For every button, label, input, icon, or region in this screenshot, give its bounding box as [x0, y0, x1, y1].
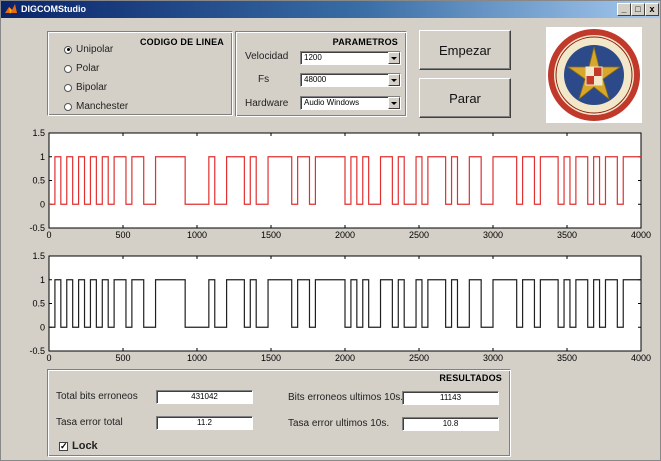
tasa-10s-label: Tasa error ultimos 10s. — [288, 418, 390, 429]
x-tick-label: 2500 — [409, 230, 429, 240]
x-tick-label: 3500 — [557, 230, 577, 240]
fs-label: Fs — [258, 74, 270, 85]
y-tick-label: 0.5 — [32, 299, 45, 309]
x-tick-label: 2500 — [409, 353, 429, 363]
radio-bipolar[interactable]: Bipolar — [64, 82, 107, 93]
radio-unipolar[interactable]: Unipolar — [64, 44, 113, 55]
x-tick-label: 1000 — [187, 230, 207, 240]
parameters-panel: PARAMETROS Velocidad 1200 Fs 48000 Hardw… — [235, 31, 407, 117]
signal-line-bottom — [49, 279, 641, 328]
y-tick-label: 1.5 — [32, 128, 45, 138]
window-title: DIGCOMStudio — [21, 4, 86, 14]
x-tick-label: 4000 — [631, 353, 651, 363]
close-button[interactable]: x — [645, 3, 659, 16]
radio-dot-icon — [64, 64, 72, 73]
radio-label: Bipolar — [76, 82, 108, 93]
y-tick-label: 1.5 — [32, 251, 45, 261]
total-bits-field[interactable]: 431042 — [156, 390, 253, 404]
y-tick-label: 0 — [40, 199, 45, 209]
radio-manchester[interactable]: Manchester — [64, 101, 128, 112]
line-code-title: CODIGO DE LINEA — [139, 37, 224, 47]
radio-label: Polar — [76, 63, 100, 74]
maximize-button[interactable]: □ — [631, 3, 645, 16]
radio-dot-icon — [64, 102, 72, 111]
hardware-select[interactable]: Audio Windows — [300, 96, 401, 110]
seal-icon — [548, 29, 640, 121]
top-signal-plot: 1.510.50-0.50 500 1000 1500 2000 2500 3000 3500… — [29, 128, 651, 240]
x-tick-label: 3000 — [483, 230, 503, 240]
x-tick-label: 2000 — [335, 230, 355, 240]
total-bits-label: Total bits erroneos — [56, 391, 138, 402]
x-tick-label: 500 — [115, 230, 130, 240]
fs-select[interactable]: 48000 — [300, 73, 401, 87]
x-tick-label: 0 — [46, 230, 51, 240]
radio-label: Manchester — [76, 101, 129, 112]
bits-10s-field[interactable]: 11143 — [402, 391, 499, 405]
lock-checkbox[interactable]: ✓ — [59, 441, 68, 451]
velocidad-value: 1200 — [304, 53, 322, 62]
y-tick-label: 1 — [40, 275, 45, 285]
results-panel: RESULTADOS Total bits erroneos 431042 Ta… — [47, 369, 511, 457]
minimize-button[interactable]: _ — [617, 3, 631, 16]
x-tick-label: 500 — [115, 353, 130, 363]
x-tick-label: 1000 — [187, 353, 207, 363]
x-tick-label: 2000 — [335, 353, 355, 363]
bits-10s-label: Bits erroneos ultimos 10s. — [288, 392, 404, 403]
x-tick-label: 3000 — [483, 353, 503, 363]
line-code-panel: CODIGO DE LINEA Unipolar Polar Bipolar M… — [47, 31, 233, 116]
fs-value: 48000 — [304, 75, 327, 84]
radio-polar[interactable]: Polar — [64, 63, 99, 74]
x-tick-label: 4000 — [631, 230, 651, 240]
hardware-label: Hardware — [245, 98, 289, 109]
university-seal-logo — [546, 27, 642, 123]
bottom-signal-plot: 1.510.50-0.50 500 1000 1500 2000 2500 3000 3500… — [29, 251, 651, 363]
velocidad-label: Velocidad — [245, 51, 289, 62]
title-bar: DIGCOMStudio _ □ x — [1, 1, 660, 18]
y-tick-label: -0.5 — [29, 346, 45, 356]
y-tick-label: -0.5 — [29, 223, 45, 233]
x-tick-label: 3500 — [557, 353, 577, 363]
radio-dot-icon — [64, 45, 72, 54]
radio-dot-icon — [64, 83, 72, 92]
velocidad-select[interactable]: 1200 — [300, 51, 401, 65]
tasa-total-label: Tasa error total — [56, 417, 123, 428]
parameters-title: PARAMETROS — [332, 37, 398, 47]
y-tick-label: 0 — [40, 322, 45, 332]
y-tick-label: 1 — [40, 152, 45, 162]
tasa-total-field[interactable]: 11.2 — [156, 416, 253, 430]
results-title: RESULTADOS — [439, 373, 502, 383]
signal-line-top — [49, 156, 641, 205]
chevron-down-icon[interactable] — [388, 52, 400, 64]
x-tick-label: 1500 — [261, 230, 281, 240]
x-tick-label: 0 — [46, 353, 51, 363]
chevron-down-icon[interactable] — [388, 74, 400, 86]
radio-label: Unipolar — [76, 44, 114, 55]
start-button[interactable]: Empezar — [419, 30, 511, 70]
lock-label: Lock — [72, 440, 98, 452]
tasa-10s-field[interactable]: 10.8 — [402, 417, 499, 431]
x-tick-label: 1500 — [261, 353, 281, 363]
stop-button[interactable]: Parar — [419, 78, 511, 118]
y-tick-label: 0.5 — [32, 176, 45, 186]
matlab-app-icon — [5, 4, 17, 14]
hardware-value: Audio Windows — [304, 98, 360, 107]
chevron-down-icon[interactable] — [388, 97, 400, 109]
